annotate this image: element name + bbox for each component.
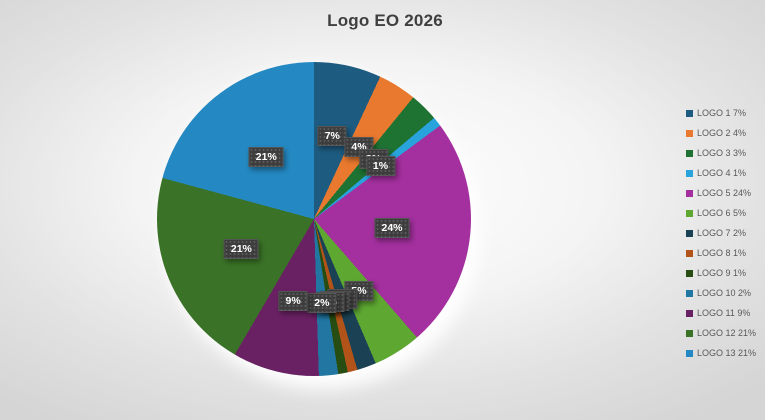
legend-label: LOGO 2 4%: [697, 128, 747, 138]
legend-swatch-icon: [686, 249, 693, 257]
legend-swatch-icon: [686, 229, 693, 237]
legend-label: LOGO 1 7%: [697, 108, 747, 118]
pie-chart[interactable]: [157, 62, 471, 376]
legend-label: LOGO 5 24%: [697, 188, 752, 198]
legend-swatch-icon: [686, 329, 693, 337]
legend: LOGO 1 7% LOGO 2 4% LOGO 3 3% LOGO 4 1% LOGO…: [686, 103, 756, 363]
legend-label: LOGO 12 21%: [697, 328, 757, 338]
legend-item[interactable]: LOGO 12 21%: [686, 323, 756, 343]
legend-item[interactable]: LOGO 2 4%: [686, 123, 756, 143]
legend-item[interactable]: LOGO 9 1%: [686, 263, 756, 283]
legend-label: LOGO 13 21%: [697, 348, 757, 358]
legend-label: LOGO 6 5%: [697, 208, 747, 218]
legend-swatch-icon: [686, 189, 693, 197]
legend-swatch-icon: [686, 349, 693, 357]
legend-swatch-icon: [686, 269, 693, 277]
legend-label: LOGO 7 2%: [697, 228, 747, 238]
legend-label: LOGO 11 9%: [697, 308, 751, 318]
legend-item[interactable]: LOGO 11 9%: [686, 303, 756, 323]
chart-title: Logo EO 2026: [327, 11, 443, 30]
legend-item[interactable]: LOGO 6 5%: [686, 203, 756, 223]
legend-item[interactable]: LOGO 1 7%: [686, 103, 756, 123]
legend-item[interactable]: LOGO 3 3%: [686, 143, 756, 163]
legend-swatch-icon: [686, 209, 693, 217]
legend-swatch-icon: [686, 129, 693, 137]
legend-item[interactable]: LOGO 10 2%: [686, 283, 756, 303]
legend-item[interactable]: LOGO 4 1%: [686, 163, 756, 183]
legend-label: LOGO 10 2%: [697, 288, 752, 298]
legend-swatch-icon: [686, 289, 693, 297]
legend-label: LOGO 8 1%: [697, 248, 747, 258]
legend-label: LOGO 3 3%: [697, 148, 747, 158]
legend-swatch-icon: [686, 149, 693, 157]
legend-swatch-icon: [686, 109, 693, 117]
legend-item[interactable]: LOGO 7 2%: [686, 223, 756, 243]
legend-item[interactable]: LOGO 5 24%: [686, 183, 756, 203]
legend-label: LOGO 4 1%: [697, 168, 747, 178]
legend-item[interactable]: LOGO 8 1%: [686, 243, 756, 263]
legend-swatch-icon: [686, 169, 693, 177]
legend-item[interactable]: LOGO 13 21%: [686, 343, 756, 363]
legend-label: LOGO 9 1%: [697, 268, 747, 278]
legend-swatch-icon: [686, 309, 693, 317]
